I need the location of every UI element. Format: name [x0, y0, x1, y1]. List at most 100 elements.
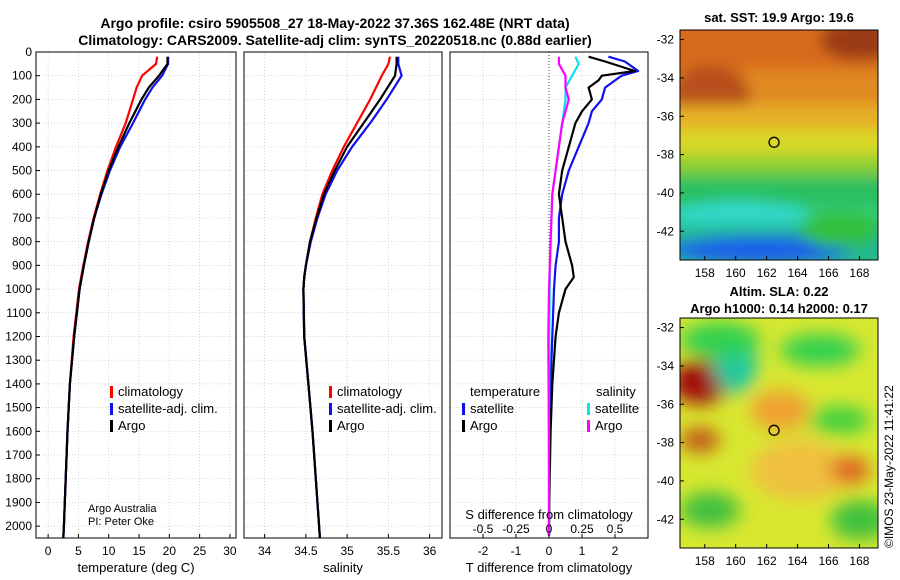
salinity-legend: climatology satellite-adj. clim. Argo: [329, 384, 437, 433]
y-tick-label: 600: [12, 187, 32, 201]
lat-tick-label: -32: [657, 33, 675, 47]
legend-satellite: satellite-adj. clim.: [118, 401, 218, 416]
top-tick-label: -0.25: [502, 522, 530, 536]
series-temperature-argo: [547, 55, 636, 536]
lon-tick-label: 160: [726, 266, 746, 280]
lon-tick-label: 168: [849, 266, 869, 280]
y-tick-label: 400: [12, 140, 32, 154]
legend-swatch-satellite: [329, 403, 332, 415]
legend-swatch-s-argo: [587, 420, 590, 432]
lon-tick-label: 164: [788, 554, 808, 568]
legend-argo: Argo: [337, 418, 364, 433]
lat-tick-label: -42: [657, 224, 675, 238]
legend-satellite: satellite-adj. clim.: [337, 401, 437, 416]
y-tick-label: 1400: [5, 377, 32, 391]
argo-location-marker: [768, 136, 780, 148]
s-difference-label: S difference from climatology: [465, 507, 633, 522]
lon-tick-label: 158: [695, 266, 715, 280]
series-salinity-argo: [547, 56, 570, 536]
y-tick-label: 1600: [5, 424, 32, 438]
legend-s-argo: Argo: [595, 418, 622, 433]
y-tick-label: 1900: [5, 495, 32, 509]
legend-argo: Argo: [118, 418, 145, 433]
x-tick-label: 20: [163, 544, 177, 558]
legend-t-satellite: satellite: [470, 401, 514, 416]
top-tick-label: 0.5: [607, 522, 624, 536]
lon-tick-label: 166: [818, 554, 838, 568]
y-tick-label: 900: [12, 258, 32, 272]
y-tick-label: 1100: [6, 306, 32, 320]
x-tick-label: 1: [579, 544, 586, 558]
x-tick-label: 10: [102, 544, 116, 558]
x-tick-label: 2: [612, 544, 619, 558]
y-tick-label: 1700: [5, 448, 32, 462]
x-tick-label: 25: [193, 544, 207, 558]
sla-map: Altim. SLA: 0.22 Argo h1000: 0.14 h2000:…: [657, 284, 879, 568]
x-tick-label: 35.5: [377, 544, 401, 558]
sst-lon-axis: 158 160 162 164 166 168: [695, 256, 870, 280]
y-tick-label: 0: [25, 45, 32, 59]
lon-tick-label: 164: [788, 266, 808, 280]
sst-field: [680, 30, 878, 260]
y-tick-label: 300: [12, 116, 32, 130]
x-tick-label: 0: [45, 544, 52, 558]
lat-tick-label: -34: [657, 359, 675, 373]
top-tick-label: 0.25: [570, 522, 594, 536]
x-tick-label: 34.5: [294, 544, 318, 558]
x-tick-label: 35: [340, 544, 354, 558]
lat-tick-label: -34: [657, 71, 675, 85]
legend-climatology: climatology: [118, 384, 184, 399]
series-argo: [302, 56, 398, 539]
legend-swatch-t-argo: [462, 420, 465, 432]
y-tick-label: 2000: [5, 519, 32, 533]
sst-map: sat. SST: 19.9 Argo: 19.6 158 160 162 164 16…: [657, 10, 879, 280]
legend-s-satellite: satellite: [595, 401, 639, 416]
top-tick-label: 0: [546, 522, 553, 536]
legend-swatch-climatology: [329, 386, 332, 398]
credit-line-1: Argo Australia: [88, 503, 157, 515]
x-tick-label: 15: [132, 544, 146, 558]
credit-line-2: PI: Peter Oke: [88, 516, 154, 528]
series-argo: [62, 56, 169, 539]
legend-swatch-climatology: [110, 386, 113, 398]
x-tick-label: 30: [223, 544, 237, 558]
y-tick-label: 1500: [5, 401, 32, 415]
x-tick-label: 5: [75, 544, 82, 558]
sla-map-title-1: Altim. SLA: 0.22: [730, 284, 829, 299]
lat-tick-label: -32: [657, 321, 675, 335]
depth-axis: 0 100 200 300 400 500 600 700 800 900 1000 1100 1200…: [5, 45, 40, 533]
lon-tick-label: 158: [695, 554, 715, 568]
copyright-stamp: ©IMOS 23-May-2022 11:41:22: [882, 385, 896, 548]
t-difference-axis: -2 -1 0 1 2: [478, 534, 619, 558]
salinity-panel: 34 34.5 35 35.5 36 salinity climatology sate…: [243, 51, 443, 575]
y-tick-label: 1200: [5, 329, 32, 343]
legend-swatch-t-satellite: [462, 403, 465, 415]
s-difference-axis: -0.5 -0.25 0 0.25 0.5: [473, 522, 624, 536]
sla-lon-axis: 158 160 162 164 166 168: [695, 544, 870, 568]
lon-tick-label: 168: [849, 554, 869, 568]
lat-tick-label: -38: [657, 148, 675, 162]
lon-tick-label: 162: [757, 266, 777, 280]
series-temperature-satellite: [547, 55, 640, 536]
legend-t-argo: Argo: [470, 418, 497, 433]
x-tick-label: -1: [511, 544, 522, 558]
lat-tick-label: -40: [657, 186, 675, 200]
x-tick-label: 34: [258, 544, 272, 558]
y-tick-label: 500: [12, 164, 32, 178]
title-line-2: Climatology: CARS2009. Satellite-adj cli…: [78, 32, 592, 48]
sla-field: [680, 318, 878, 548]
sla-lat-axis: -32 -34 -36 -38 -40 -42: [657, 321, 684, 526]
sst-map-title: sat. SST: 19.9 Argo: 19.6: [704, 10, 854, 25]
t-difference-xlabel: T difference from climatology: [466, 560, 633, 575]
temperature-xlabel: temperature (deg C): [77, 560, 194, 575]
y-tick-label: 1300: [5, 353, 32, 367]
y-tick-label: 1000: [5, 282, 32, 296]
legend-swatch-argo: [329, 420, 332, 432]
top-tick-label: -0.5: [473, 522, 494, 536]
salinity-xlabel: salinity: [323, 560, 363, 575]
legend-swatch-satellite: [110, 403, 113, 415]
lon-tick-label: 166: [818, 266, 838, 280]
temperature-legend: climatology satellite-adj. clim. Argo: [110, 384, 218, 433]
legend-swatch-s-satellite: [587, 403, 590, 415]
